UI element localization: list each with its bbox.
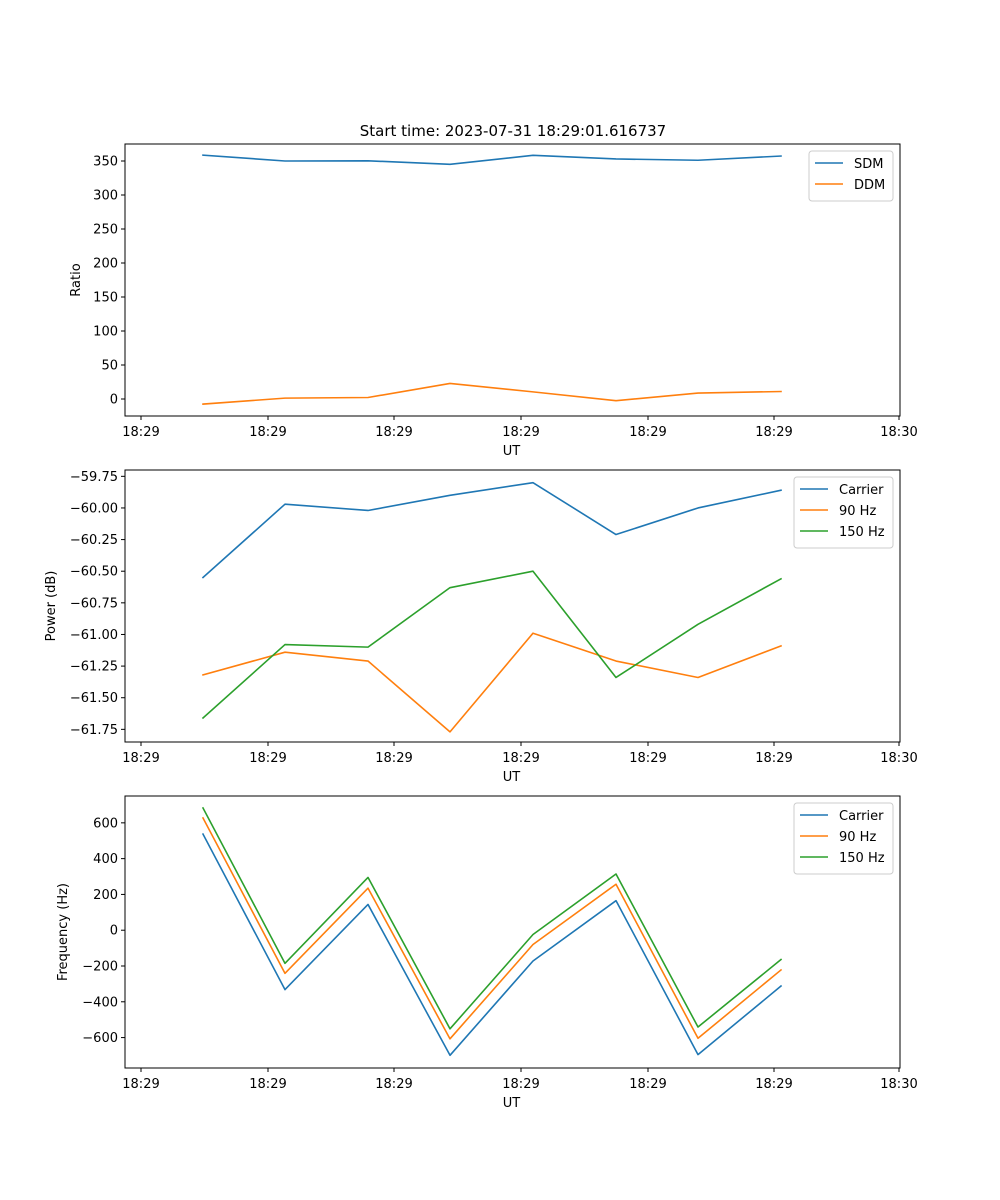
series-line-sdm [202,154,782,166]
x-tick-label: 18:29 [629,1077,666,1092]
y-tick-label: −60.25 [70,533,118,548]
series-line-carrier [201,833,783,1057]
axes-frame [124,469,901,743]
legend-label: 90 Hz [839,504,876,519]
legend-label: 150 Hz [839,851,885,866]
legend: SDM DDM [808,150,894,202]
x-tick-label: 18:29 [629,425,666,440]
legend-label: Carrier [839,809,884,824]
chart-panel-3: −600 −400 −200 0 200 400 600 18:29 18:29 18:29 18:… [56,795,918,1111]
x-tick-label: 18:29 [629,751,666,766]
x-tick-label: 18:29 [502,425,539,440]
y-tick-label: 300 [93,189,118,204]
y-tick-label: −61.25 [70,660,118,675]
x-tick-label: 18:29 [122,425,159,440]
x-axis-label: UT [503,770,521,785]
y-tick-label: −61.50 [70,691,118,706]
y-tick-label: 250 [93,223,118,238]
series-line-90-hz [201,816,783,1040]
y-tick-label: 50 [101,359,118,374]
series-line-150-hz [201,806,783,1030]
axes-frame [124,143,901,417]
x-tick-label: 18:30 [880,425,917,440]
y-tick-label: 100 [93,325,118,340]
y-tick-label: −600 [82,1031,118,1046]
x-tick-label: 18:29 [375,1077,412,1092]
y-tick-label: 0 [110,924,118,939]
legend-label: 150 Hz [839,525,885,540]
y-tick-label: 0 [110,393,118,408]
legend-label: Carrier [839,483,884,498]
y-tick-label: −60.75 [70,596,118,611]
series-line-carrier [201,481,782,579]
x-tick-label: 18:29 [249,425,286,440]
y-tick-label: −200 [82,960,118,975]
legend-label: 90 Hz [839,830,876,845]
x-tick-label: 18:30 [880,1077,917,1092]
y-tick-label: 150 [93,291,118,306]
series-line-150-hz [201,570,783,720]
axes-frame [124,795,901,1069]
x-tick-label: 18:29 [122,1077,159,1092]
y-axis-label: Frequency (Hz) [56,883,71,981]
x-tick-label: 18:29 [502,751,539,766]
x-axis-label: UT [503,1096,521,1111]
y-tick-label: 600 [93,816,118,831]
figure-title: Start time: 2023-07-31 18:29:01.616737 [360,122,666,140]
y-tick-label: −60.00 [70,501,118,516]
x-tick-label: 18:29 [755,425,792,440]
legend: Carrier 90 Hz 150 Hz [793,476,894,549]
x-tick-label: 18:29 [122,751,159,766]
legend-label: DDM [854,178,885,193]
x-tick-label: 18:29 [755,751,792,766]
y-tick-label: 200 [93,888,118,903]
chart-panel-2: −61.75 −61.50 −61.25 −61.00 −60.75 −60.50 −60.… [44,469,918,785]
y-axis-label: Ratio [69,263,84,296]
x-tick-label: 18:30 [880,751,917,766]
x-tick-label: 18:29 [755,1077,792,1092]
y-tick-label: 350 [93,155,118,170]
y-axis-label: Power (dB) [44,571,59,642]
series-line-90-hz [202,632,783,733]
legend-label: SDM [854,157,883,172]
charts-container: 0 50 100 150 200 250 300 350 18:29 18:29 18:29 18:2… [44,143,918,1111]
y-tick-label: 400 [93,852,118,867]
y-tick-label: 200 [93,257,118,272]
y-tick-label: −61.00 [70,628,118,643]
x-tick-label: 18:29 [502,1077,539,1092]
y-tick-label: −61.75 [70,723,118,738]
legend: Carrier 90 Hz 150 Hz [793,802,894,875]
series-line-ddm [202,382,782,405]
y-tick-label: −60.50 [70,565,118,580]
x-tick-label: 18:29 [249,1077,286,1092]
y-tick-label: −400 [82,995,118,1010]
x-tick-label: 18:29 [249,751,286,766]
x-axis-label: UT [503,444,521,459]
x-tick-label: 18:29 [375,425,412,440]
x-tick-label: 18:29 [375,751,412,766]
y-tick-label: −59.75 [70,470,118,485]
chart-panel-1: 0 50 100 150 200 250 300 350 18:29 18:29 18:29 18:2… [69,143,918,459]
